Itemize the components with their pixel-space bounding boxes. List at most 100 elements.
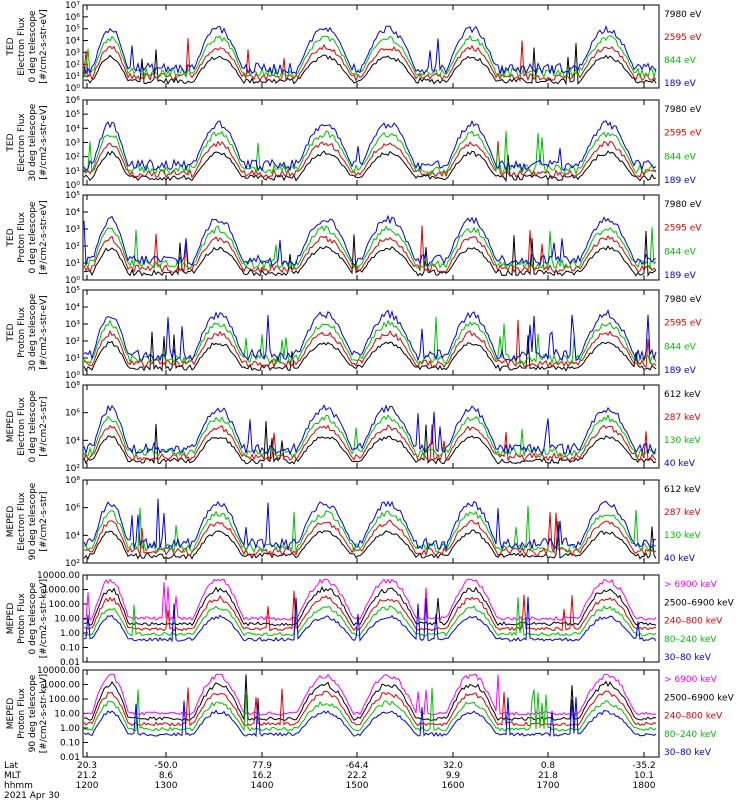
y-axis-label: [#/cm2-s-str] (39, 491, 49, 551)
legend-entry: 130 keV (664, 531, 701, 541)
y-axis-label: [#/cm2-s-str-eV] (39, 9, 49, 84)
panel-7: 0.01 0.10 1.00 10.00 100.00 1000.00 10000.00 ME… (6, 571, 735, 668)
panel-2: 10⁰ 10¹ 10² 10³ 10⁴ 10⁵ 10⁶ TED Electron Flux 30 … (6, 96, 702, 191)
footer-value: -50.0 (154, 761, 178, 771)
y-tick-label: 10⁸ (65, 476, 80, 486)
y-axis-label: MEPED (6, 603, 16, 635)
series-trace (83, 319, 657, 369)
y-tick-label: 0.10 (60, 739, 80, 749)
series-trace (83, 511, 657, 557)
series-trace (83, 413, 657, 459)
legend-entry: 844 eV (664, 152, 697, 162)
series-trace (83, 43, 657, 86)
y-tick-label: 1.00 (60, 724, 80, 734)
y-tick-label: 10¹ (65, 72, 80, 82)
legend-entry: 7980 eV (664, 200, 702, 210)
series-trace (84, 230, 657, 278)
plot-frame (82, 4, 660, 89)
y-axis-label: Electron Flux (17, 492, 27, 551)
footer-value: 77.9 (252, 761, 272, 771)
legend-entry: 2595 eV (664, 33, 702, 43)
footer-value: 32.0 (443, 761, 463, 771)
y-axis-label: MEPED (6, 506, 16, 538)
y-tick-label: 10² (65, 153, 80, 163)
y-tick-label: 10⁴ (65, 436, 80, 446)
footer-row-label: Lat (4, 761, 19, 771)
y-axis-label: 0 deg telescope (28, 582, 38, 654)
legend-entry: 287 keV (664, 413, 701, 423)
y-axis-label: [#/cm2-s-str-keV] (39, 579, 49, 658)
y-tick-label: 1000.00 (43, 681, 80, 691)
legend-entry: 240–800 keV (664, 712, 723, 722)
panel-6: 10² 10⁴ 10⁶ 10⁸ MEPED Electron Flux 90 deg tel… (6, 476, 701, 569)
series-trace (83, 578, 657, 622)
series-trace (83, 687, 657, 732)
y-tick-label: 0.10 (60, 644, 80, 654)
y-axis-label: Electron Flux (17, 17, 27, 76)
footer-value: 1600 (442, 781, 465, 791)
y-axis-label: Proton Flux (17, 593, 27, 644)
y-tick-label: 10⁷ (65, 1, 80, 11)
y-tick-label: 10³ (65, 320, 80, 330)
y-tick-label: 1.00 (60, 629, 80, 639)
series-trace (83, 130, 657, 176)
series-trace (83, 673, 657, 716)
legend-entry: 7980 eV (664, 105, 702, 115)
legend-entry: 287 keV (664, 508, 701, 518)
y-axis-label: Proton Flux (17, 212, 27, 263)
legend-entry: 612 keV (664, 485, 701, 495)
footer-value: 1800 (633, 781, 656, 791)
legend-entry: 189 eV (664, 79, 697, 89)
y-tick-label: 10² (65, 559, 80, 569)
legend-entry: > 6900 keV (664, 675, 718, 685)
y-tick-label: 10³ (65, 48, 80, 58)
y-axis-label: TED (6, 37, 16, 56)
footer-row-label: MLT (4, 771, 22, 781)
y-axis-label: Proton Flux (17, 307, 27, 358)
y-tick-label: 10⁵ (65, 110, 80, 120)
series-trace (83, 214, 657, 267)
legend-entry: 2595 eV (664, 224, 702, 234)
y-tick-label: 10⁰ (65, 371, 80, 381)
panel-5: 10² 10⁴ 10⁶ 10⁸ MEPED Electron Flux 0 deg tele… (6, 381, 701, 474)
legend-entry: 2500–6900 keV (664, 693, 735, 703)
legend-entry: 80–240 keV (664, 635, 717, 645)
footer-value: -35.2 (632, 761, 655, 771)
series-trace (83, 25, 657, 76)
footer-value: 1400 (251, 781, 274, 791)
legend-entry: 844 eV (664, 247, 697, 257)
y-tick-label: 10⁶ (65, 409, 80, 419)
series-trace (83, 521, 657, 560)
footer-row-label: hhmm (4, 781, 33, 791)
series-trace (83, 585, 657, 627)
legend-entry: 844 eV (664, 342, 697, 352)
y-tick-label: 10⁴ (65, 531, 80, 541)
y-tick-label: 10² (65, 337, 80, 347)
panel-8: 0.01 0.10 1.00 10.00 100.00 1000.00 10000.00 ME… (6, 666, 735, 763)
series-trace (83, 424, 657, 462)
panel-4: 10⁰ 10¹ 10² 10³ 10⁴ 10⁵ TED Proton Flux 30 deg t… (6, 286, 702, 381)
plot-frame (82, 289, 660, 376)
series-trace (83, 696, 657, 738)
y-tick-label: 10000.00 (37, 571, 80, 581)
legend-entry: 612 keV (664, 390, 701, 400)
y-tick-label: 10⁶ (65, 504, 80, 514)
footer-value: 1700 (537, 781, 560, 791)
y-tick-label: 10¹ (65, 167, 80, 177)
y-tick-label: 10⁴ (65, 303, 80, 313)
y-axis-label: [#/cm2-s-str] (39, 396, 49, 456)
y-tick-label: 10⁴ (65, 124, 80, 134)
y-tick-label: 10² (65, 60, 80, 70)
y-axis-label: TED (6, 133, 16, 152)
date-label: 2021 Apr 30 (4, 791, 60, 800)
footer-value: 8.6 (159, 771, 174, 781)
footer-value: 16.2 (252, 771, 272, 781)
y-axis-label: 90 deg telescope (28, 674, 38, 752)
footer-value: 21.8 (538, 771, 558, 781)
y-axis-label: 30 deg telescope (28, 293, 38, 371)
y-axis-label: MEPED (6, 698, 16, 730)
y-axis-label: TED (6, 323, 16, 342)
y-tick-label: 1000.00 (43, 586, 80, 596)
y-tick-label: 10⁶ (65, 13, 80, 23)
